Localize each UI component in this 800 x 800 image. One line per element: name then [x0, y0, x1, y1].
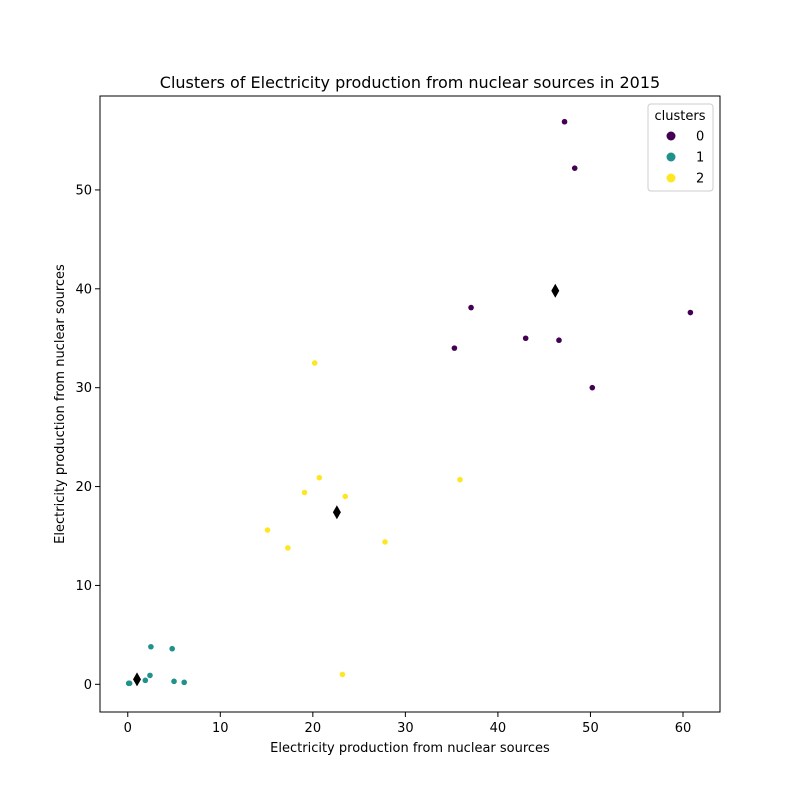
x-axis: 0 10 20 30 40 50 60 [124, 712, 692, 736]
data-point-cluster-1 [171, 678, 177, 685]
centroid-diamond [133, 672, 142, 687]
y-tick-label: 10 [75, 579, 92, 594]
legend: clusters 0 1 2 [647, 103, 714, 192]
legend-box [647, 103, 714, 192]
data-point-cluster-2 [342, 493, 349, 500]
data-point-cluster-1 [147, 672, 153, 679]
centroid-markers [133, 283, 560, 687]
legend-marker [666, 152, 676, 162]
y-tick-label: 0 [84, 678, 92, 693]
data-point-cluster-2 [301, 489, 308, 496]
data-point-cluster-1 [142, 677, 149, 684]
legend-title: clusters [655, 109, 706, 124]
y-tick-label: 30 [75, 381, 92, 396]
legend-marker [666, 131, 676, 141]
data-point-cluster-0 [556, 337, 562, 344]
legend-entry-label: 0 [696, 130, 704, 145]
centroid-diamond [551, 283, 560, 298]
data-point-cluster-1 [181, 679, 188, 686]
x-tick-label: 60 [675, 721, 692, 736]
legend-entry-label: 2 [696, 172, 704, 187]
data-point-cluster-2 [382, 539, 388, 545]
y-tick-label: 40 [75, 282, 92, 297]
y-tick-label: 50 [75, 183, 92, 198]
legend-marker [666, 173, 676, 183]
chart-title: Clusters of Electricity production from … [160, 73, 660, 92]
data-point-cluster-0 [522, 335, 529, 342]
data-point-cluster-0 [571, 165, 578, 171]
x-tick-label: 20 [305, 721, 322, 736]
legend-entry-label: 1 [696, 151, 704, 166]
x-tick-label: 10 [212, 721, 229, 736]
x-tick-label: 40 [490, 721, 507, 736]
legend-items: 0 1 2 [666, 130, 704, 187]
x-axis-label: Electricity production from nuclear sour… [270, 741, 550, 756]
data-point-cluster-2 [316, 474, 323, 481]
data-point-cluster-0 [451, 345, 458, 351]
data-point-cluster-2 [264, 527, 271, 533]
data-point-cluster-0 [561, 118, 568, 125]
data-point-cluster-0 [468, 304, 474, 311]
y-axis: 0 10 20 30 40 50 [75, 183, 100, 693]
data-point-cluster-1 [169, 645, 175, 652]
plot-area [99, 95, 721, 713]
data-point-cluster-0 [589, 384, 596, 391]
centroid-diamond [332, 505, 341, 520]
data-point-cluster-2 [457, 476, 463, 483]
data-point-cluster-2 [285, 545, 291, 551]
data-point-cluster-2 [339, 671, 346, 678]
x-tick-label: 30 [397, 721, 414, 736]
data-point-cluster-1 [148, 643, 154, 650]
data-point-cluster-1 [126, 680, 133, 687]
y-tick-label: 20 [75, 480, 92, 495]
data-point-cluster-0 [687, 309, 694, 316]
x-tick-label: 50 [582, 721, 599, 736]
y-axis-label: Electricity production from nuclear sour… [53, 264, 68, 544]
x-tick-label: 0 [124, 721, 132, 736]
data-points [125, 118, 694, 687]
data-point-cluster-2 [311, 360, 318, 366]
